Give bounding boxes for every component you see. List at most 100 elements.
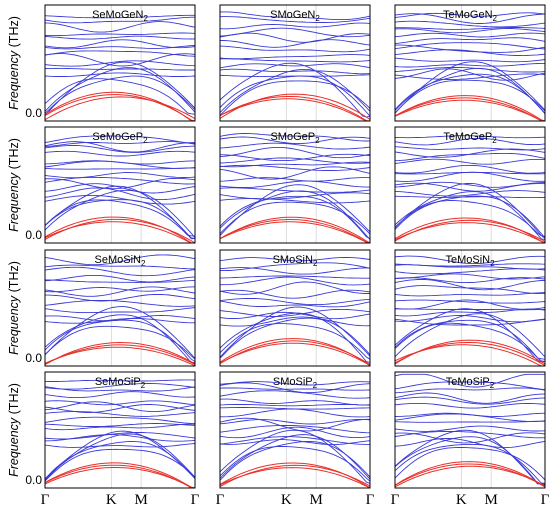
optical-band: [395, 255, 545, 265]
optical-band: [220, 54, 370, 60]
optical-band: [220, 63, 370, 69]
optical-band: [395, 299, 545, 304]
optical-band: [220, 262, 370, 272]
optical-band: [220, 419, 370, 425]
optical-band: [45, 44, 195, 50]
panel-title: TeMoGeP2: [443, 131, 497, 145]
optical-band: [395, 292, 545, 297]
optical-band: [45, 279, 195, 283]
optical-band: [220, 177, 370, 182]
acoustic-band: [220, 467, 370, 488]
optical-band: [45, 307, 195, 314]
y-axis-label: Frequency (THz): [7, 261, 21, 355]
panel-title-main: SMoSiN: [273, 254, 313, 266]
optical-band: [45, 423, 195, 431]
optical-band: [220, 142, 370, 150]
optical-band: [220, 439, 370, 446]
acoustic-band: [395, 95, 545, 121]
optical-band: [395, 425, 545, 432]
acoustic-band: [45, 467, 195, 488]
optical-band: [220, 323, 370, 360]
panel-title-subscript: 2: [493, 14, 498, 23]
acoustic-band: [395, 465, 545, 488]
band-lines: [45, 14, 195, 121]
optical-band: [45, 145, 195, 153]
optical-band: [395, 313, 545, 358]
optical-band: [45, 185, 195, 240]
optical-band: [395, 373, 545, 388]
optical-band: [220, 146, 370, 159]
optical-band: [395, 182, 545, 239]
panel-title-main: TeMoSiN: [445, 254, 490, 266]
optical-band: [45, 400, 195, 406]
optical-band: [45, 383, 195, 390]
panel-SMoSiN2: SMoSiN2: [219, 249, 371, 367]
panel-title: SeMoGeN2: [92, 9, 148, 23]
optical-band: [395, 285, 545, 295]
panel-title-subscript: 2: [490, 381, 495, 390]
panel-title-subscript: 2: [492, 136, 497, 145]
y-zero-tick: 0.0: [25, 228, 42, 242]
band-lines: [220, 257, 370, 366]
optical-band: [395, 268, 545, 275]
optical-band: [395, 79, 545, 114]
optical-band: [220, 308, 370, 317]
panel-title-main: TeMoSiP: [446, 376, 490, 388]
optical-band: [45, 299, 195, 307]
panel-title: TeMoGeN2: [443, 9, 498, 23]
optical-band: [220, 27, 370, 38]
optical-band: [395, 61, 545, 114]
optical-band: [220, 275, 370, 279]
optical-band: [45, 67, 195, 71]
optical-band: [395, 381, 545, 391]
optical-band: [220, 192, 370, 200]
optical-band: [395, 27, 545, 30]
panel-title-subscript: 2: [313, 259, 318, 268]
panel-title-main: SeMoGeN: [92, 9, 143, 21]
optical-band: [45, 189, 195, 238]
y-axis-label-text: Frequency: [7, 292, 21, 355]
x-tick-label: K: [281, 492, 292, 508]
optical-band: [220, 436, 370, 445]
optical-band: [220, 136, 370, 145]
acoustic-band: [395, 344, 545, 366]
panel-frame: [44, 371, 196, 489]
x-tick-label: Γ: [391, 492, 400, 508]
optical-band: [45, 183, 195, 194]
y-axis-unit: (THz): [7, 383, 21, 414]
optical-band: [395, 44, 545, 53]
optical-band: [45, 404, 195, 413]
y-axis-label-text: Frequency: [7, 47, 21, 110]
optical-band: [220, 312, 370, 363]
panel-title: SeMoSiN2: [95, 254, 146, 268]
optical-band: [395, 12, 545, 18]
x-tick-label: Γ: [366, 492, 375, 508]
y-axis-label: Frequency (THz): [7, 383, 21, 477]
x-tick-label: K: [106, 492, 117, 508]
acoustic-band: [45, 341, 195, 366]
optical-band: [395, 387, 545, 394]
y-axis-unit: (THz): [7, 16, 21, 47]
optical-band: [220, 68, 370, 113]
band-lines: [395, 255, 545, 366]
band-lines: [395, 12, 545, 121]
optical-band: [220, 257, 370, 262]
optical-band: [45, 78, 195, 115]
optical-band: [45, 401, 195, 413]
optical-band: [395, 181, 545, 188]
panel-TeMoSiP2: TeMoSiP2: [394, 371, 546, 489]
optical-band: [395, 277, 545, 284]
optical-band: [45, 14, 195, 19]
optical-band: [220, 75, 370, 117]
optical-band: [220, 45, 370, 53]
panel-title-main: SeMoSiN: [95, 254, 142, 266]
optical-band: [395, 443, 545, 484]
optical-band: [45, 264, 195, 270]
band-lines: [395, 373, 545, 488]
optical-band: [395, 62, 545, 68]
panel-title-subscript: 2: [141, 381, 146, 390]
optical-band: [395, 42, 545, 50]
acoustic-band: [220, 93, 370, 120]
y-axis-unit: (THz): [7, 261, 21, 292]
optical-band: [45, 172, 195, 179]
